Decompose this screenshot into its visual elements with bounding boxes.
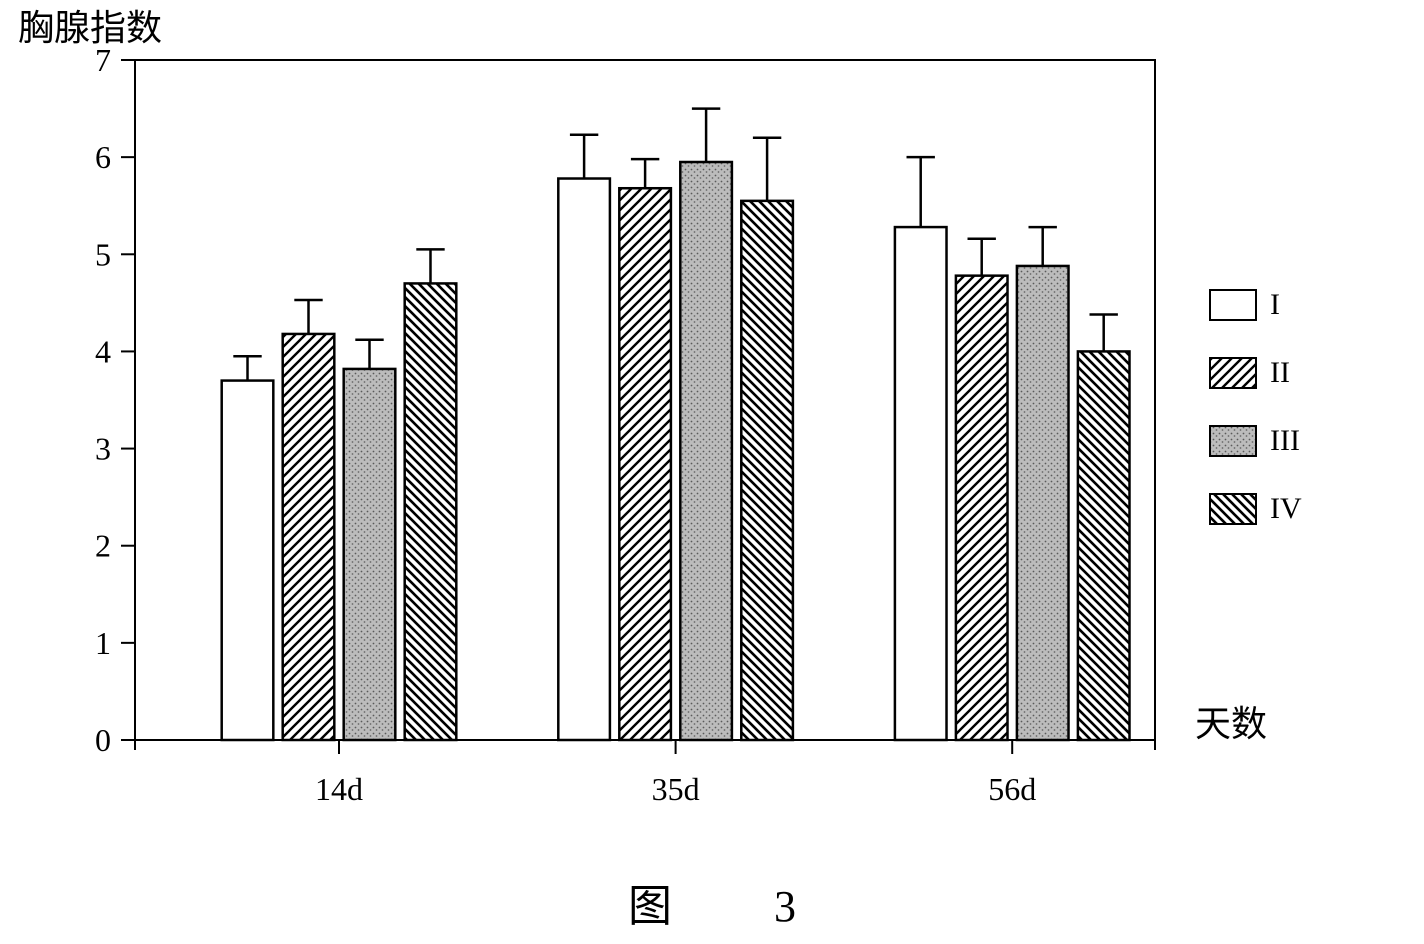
bar [344,369,396,740]
legend-swatch [1210,494,1256,524]
legend-label: III [1270,424,1300,457]
svg-text:5: 5 [95,236,111,272]
bar [956,276,1008,740]
chart-container: 01234567胸腺指数14d35d56d天数IIIIIIIV 图 3 [0,0,1424,944]
svg-text:2: 2 [95,528,111,564]
legend-swatch [1210,426,1256,456]
legend-swatch [1210,290,1256,320]
svg-text:35d: 35d [652,771,700,807]
bar [1017,266,1069,740]
bar [1078,351,1130,740]
bar [405,283,457,740]
bar [741,201,793,740]
svg-text:1: 1 [95,625,111,661]
y-axis-title: 胸腺指数 [18,8,162,48]
chart-svg: 01234567胸腺指数14d35d56d天数IIIIIIIV [0,0,1424,944]
svg-text:14d: 14d [315,771,363,807]
bar [222,381,274,740]
legend-swatch [1210,358,1256,388]
bar [283,334,335,740]
bar [680,162,732,740]
caption-word: 图 [628,882,672,931]
bar [558,179,610,740]
svg-text:4: 4 [95,333,111,369]
bar [895,227,947,740]
legend-label: II [1270,356,1290,389]
bar [619,188,671,740]
figure-caption: 图 3 [0,870,1424,934]
svg-text:0: 0 [95,722,111,758]
svg-text:6: 6 [95,139,111,175]
svg-text:3: 3 [95,431,111,467]
svg-text:56d: 56d [988,771,1036,807]
x-axis-title: 天数 [1195,704,1267,744]
legend-label: IV [1270,492,1302,525]
caption-number: 3 [774,882,796,931]
legend-label: I [1270,288,1280,321]
